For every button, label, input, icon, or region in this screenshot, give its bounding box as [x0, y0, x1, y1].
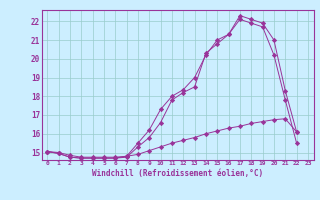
X-axis label: Windchill (Refroidissement éolien,°C): Windchill (Refroidissement éolien,°C) — [92, 169, 263, 178]
